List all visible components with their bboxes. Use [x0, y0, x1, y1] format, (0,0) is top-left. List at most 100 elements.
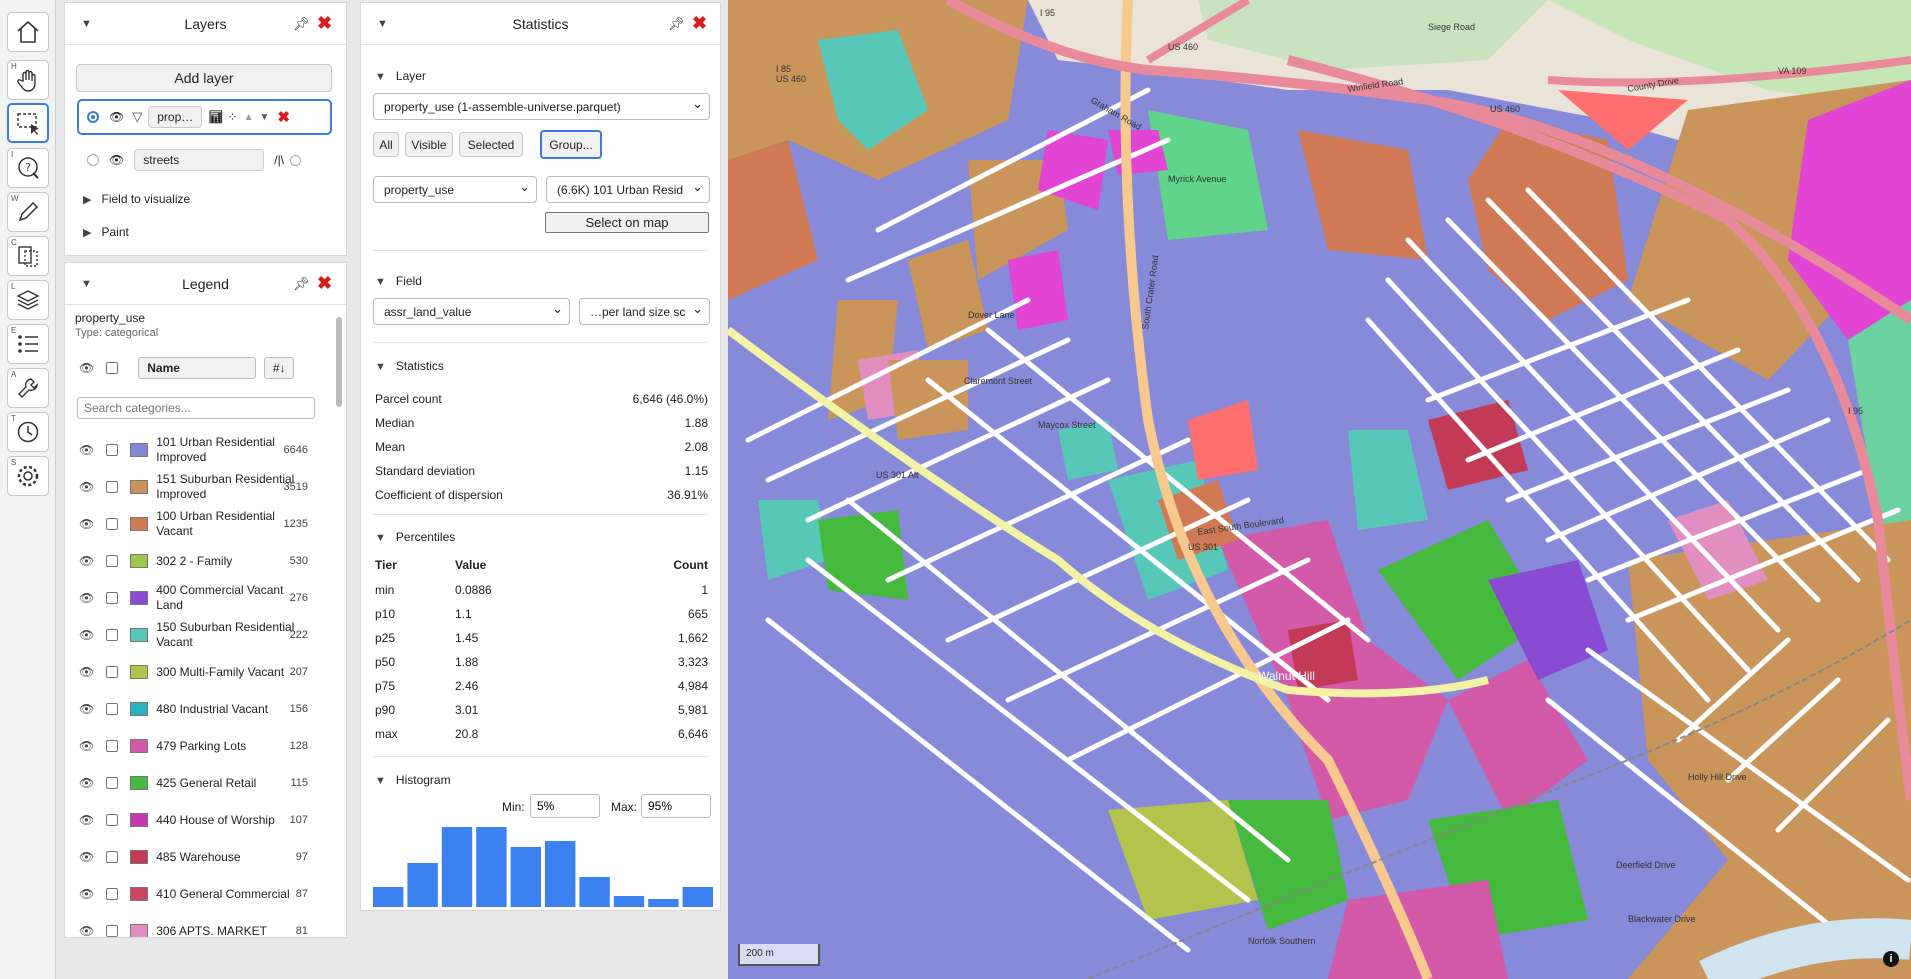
legend-item-checkbox[interactable] — [106, 666, 119, 678]
legend-item-checkbox[interactable] — [106, 851, 119, 863]
eye-icon[interactable]: 👁 — [79, 628, 95, 642]
map-view[interactable]: I 95 US 460 I 85 US 460 Winfield Road Co… — [728, 0, 1911, 979]
statistics-section-header[interactable]: ▼ Statistics — [375, 359, 444, 373]
remove-layer-icon[interactable]: ✖ — [277, 109, 290, 126]
field-to-visualize-section[interactable]: ▶ Field to visualize — [83, 192, 191, 206]
eye-icon[interactable]: 👁 — [79, 443, 95, 457]
legend-item-checkbox[interactable] — [106, 777, 119, 789]
collapse-icon[interactable]: ▼ — [377, 17, 388, 30]
layer-name[interactable]: streets — [134, 149, 265, 171]
map-canvas[interactable]: I 95 US 460 I 85 US 460 Winfield Road Co… — [728, 0, 1911, 979]
eye-icon[interactable]: 👁 — [79, 361, 95, 375]
eye-icon[interactable]: 👁 — [79, 813, 95, 827]
tools-tool[interactable]: A — [7, 368, 49, 408]
move-down-icon[interactable]: ▼ — [259, 111, 270, 123]
legend-item-checkbox[interactable] — [106, 703, 119, 715]
close-icon[interactable]: ✖ — [317, 13, 333, 33]
legend-item[interactable]: 👁 485 Warehouse 97 — [65, 842, 308, 872]
paint-section[interactable]: ▶ Paint — [83, 225, 129, 239]
eye-icon[interactable]: 👁 — [79, 665, 95, 679]
move-up-icon[interactable]: ▲ — [243, 111, 254, 123]
group-value-select[interactable]: (6.6K) 101 Urban Resid — [546, 176, 710, 203]
legend-item-checkbox[interactable] — [106, 888, 119, 900]
legend-item[interactable]: 👁 425 General Retail 115 — [65, 768, 308, 798]
eye-icon[interactable]: 👁 — [79, 887, 95, 901]
normalization-select[interactable]: …per land size sc — [579, 298, 710, 325]
eye-icon[interactable]: 👁 — [79, 517, 95, 531]
select-all-checkbox[interactable] — [106, 362, 119, 374]
visibility-eye-icon[interactable]: 👁 — [109, 153, 125, 167]
eye-icon[interactable]: 👁 — [79, 702, 95, 716]
settings-tool[interactable]: S — [7, 456, 49, 496]
info-icon[interactable]: i — [1883, 951, 1899, 967]
home-tool[interactable] — [7, 12, 49, 52]
legend-item[interactable]: 👁 440 House of Worship 107 — [65, 805, 308, 835]
legend-item-checkbox[interactable] — [106, 740, 119, 752]
legend-tool[interactable]: E — [7, 324, 49, 364]
eye-icon[interactable]: 👁 — [79, 480, 95, 494]
eye-icon[interactable]: 👁 — [79, 739, 95, 753]
legend-item[interactable]: 👁 306 APTS. MARKET 81 — [65, 916, 308, 938]
layer-section-header[interactable]: ▼ Layer — [375, 69, 426, 83]
legend-item[interactable]: 👁 150 Suburban Residential Vacant 222 — [65, 620, 308, 650]
eye-icon[interactable]: 👁 — [79, 924, 95, 938]
legend-item-checkbox[interactable] — [106, 481, 119, 493]
bar-chart-icon[interactable]: 📊︎ — [208, 110, 224, 124]
filter-selected-button[interactable]: Selected — [459, 132, 523, 157]
percentiles-section-header[interactable]: ▼ Percentiles — [375, 530, 456, 544]
eye-icon[interactable]: 👁 — [79, 850, 95, 864]
legend-item-checkbox[interactable] — [106, 925, 119, 937]
layer-select[interactable]: property_use (1-assemble-universe.parque… — [373, 93, 710, 120]
collapse-icon[interactable]: ▼ — [81, 277, 92, 290]
histogram-max-input[interactable] — [641, 794, 711, 818]
line-style-icon[interactable]: /|\ — [274, 153, 285, 167]
select-on-map-button[interactable]: Select on map — [545, 212, 709, 233]
search-categories-input[interactable] — [77, 397, 315, 419]
layer-row[interactable]: 👁 streets /|\ — [77, 143, 332, 177]
pan-tool[interactable]: H — [7, 60, 49, 100]
legend-item-checkbox[interactable] — [106, 518, 119, 530]
histogram-min-input[interactable] — [530, 794, 600, 818]
layer-radio[interactable] — [87, 154, 99, 166]
filter-visible-button[interactable]: Visible — [405, 132, 453, 157]
filter-all-button[interactable]: All — [373, 132, 399, 157]
layer-radio[interactable] — [87, 111, 99, 123]
filter-group-button[interactable]: Group... — [540, 130, 602, 159]
filter-icon[interactable]: ▽ — [132, 109, 143, 124]
add-layer-button[interactable]: Add layer — [76, 64, 332, 92]
eye-icon[interactable]: 👁 — [79, 554, 95, 568]
legend-item[interactable]: 👁 302 2 - Family 530 — [65, 546, 308, 576]
legend-item-checkbox[interactable] — [106, 592, 119, 604]
layer-row-selected[interactable]: 👁 ▽ prop… 📊︎ ⁘ ▲ ▼ ✖ — [77, 99, 332, 135]
collapse-icon[interactable]: ▼ — [81, 17, 92, 30]
legend-item[interactable]: 👁 410 General Commercial 87 — [65, 879, 308, 909]
sort-direction-button[interactable]: #↓ — [264, 357, 295, 379]
compare-tool[interactable]: C — [7, 236, 49, 276]
eye-icon[interactable]: 👁 — [79, 776, 95, 790]
legend-item[interactable]: 👁 300 Multi-Family Vacant 207 — [65, 657, 308, 687]
group-field-select[interactable]: property_use — [373, 176, 537, 203]
scrollbar[interactable] — [336, 317, 342, 407]
visibility-eye-icon[interactable]: 👁 — [109, 110, 125, 124]
legend-item[interactable]: 👁 480 Industrial Vacant 156 — [65, 694, 308, 724]
legend-item[interactable]: 👁 479 Parking Lots 128 — [65, 731, 308, 761]
field-select[interactable]: assr_land_value — [373, 298, 570, 325]
legend-item-checkbox[interactable] — [106, 814, 119, 826]
legend-item[interactable]: 👁 151 Suburban Residential Improved 3519 — [65, 472, 308, 502]
pin-icon[interactable]: 📌︎ — [293, 275, 310, 291]
legend-item[interactable]: 👁 101 Urban Residential Improved 6646 — [65, 435, 308, 465]
toggle-icon[interactable] — [290, 154, 302, 166]
history-tool[interactable]: T — [7, 412, 49, 452]
pin-icon[interactable]: 📌︎ — [668, 15, 685, 31]
pin-icon[interactable]: 📌︎ — [293, 15, 310, 31]
legend-item-checkbox[interactable] — [106, 555, 119, 567]
sort-field-select[interactable]: Name — [138, 357, 257, 379]
identify-tool[interactable]: I ? — [7, 148, 49, 188]
close-icon[interactable]: ✖ — [317, 273, 333, 293]
legend-item[interactable]: 👁 400 Commercial Vacant Land 276 — [65, 583, 308, 613]
draw-tool[interactable]: W — [7, 192, 49, 232]
close-icon[interactable]: ✖ — [692, 13, 708, 33]
eye-icon[interactable]: 👁 — [79, 591, 95, 605]
legend-item[interactable]: 👁 100 Urban Residential Vacant 1235 — [65, 509, 308, 539]
scatter-icon[interactable]: ⁘ — [227, 110, 238, 124]
